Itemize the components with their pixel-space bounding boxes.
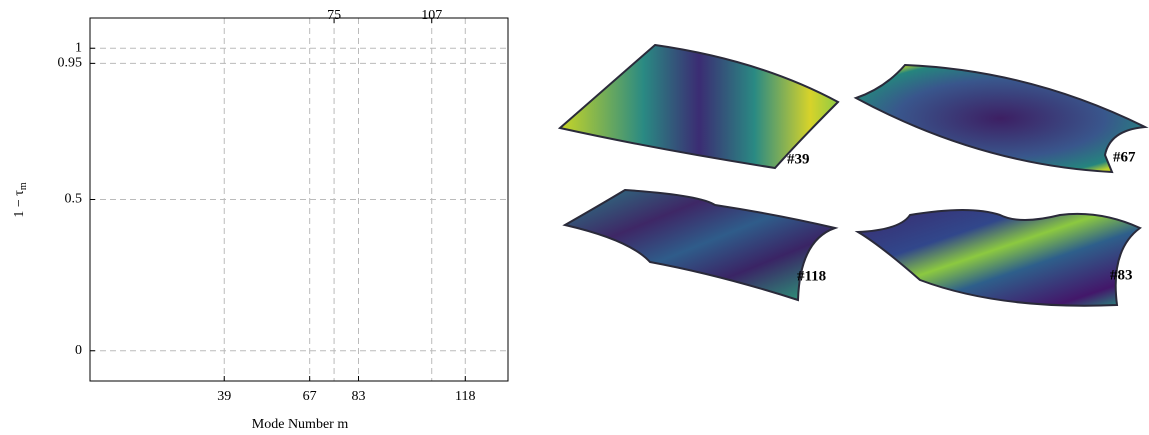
x-axis-label: Mode Number m <box>252 417 349 432</box>
x2-tick-label: 107 <box>421 8 442 23</box>
plate-mode <box>557 43 840 170</box>
plate-mode <box>853 63 1149 174</box>
y-axis-label: 1 − τm <box>12 182 29 218</box>
panel-label: #67 <box>1113 149 1136 165</box>
x-tick-label: 39 <box>217 389 231 404</box>
plate-mode <box>854 209 1142 307</box>
y-axis-label-sub: m <box>18 182 29 190</box>
panel-label: #118 <box>797 268 826 284</box>
y-axis-label-main: 1 − τ <box>12 190 27 218</box>
plate-mode <box>562 188 839 302</box>
x-tick-label: 83 <box>351 389 365 404</box>
x-tick-label: 67 <box>303 389 317 404</box>
x-tick-label: 118 <box>455 389 475 404</box>
y-tick-label: 0 <box>75 343 82 358</box>
y-tick-label: 0.95 <box>58 56 83 71</box>
x2-tick-label: 75 <box>327 8 341 23</box>
plot-frame <box>89 17 509 382</box>
panel-label: #39 <box>787 151 810 167</box>
y-tick-label: 1 <box>75 40 82 55</box>
panel-label: #83 <box>1110 267 1133 283</box>
y-tick-label: 0.5 <box>65 192 83 207</box>
